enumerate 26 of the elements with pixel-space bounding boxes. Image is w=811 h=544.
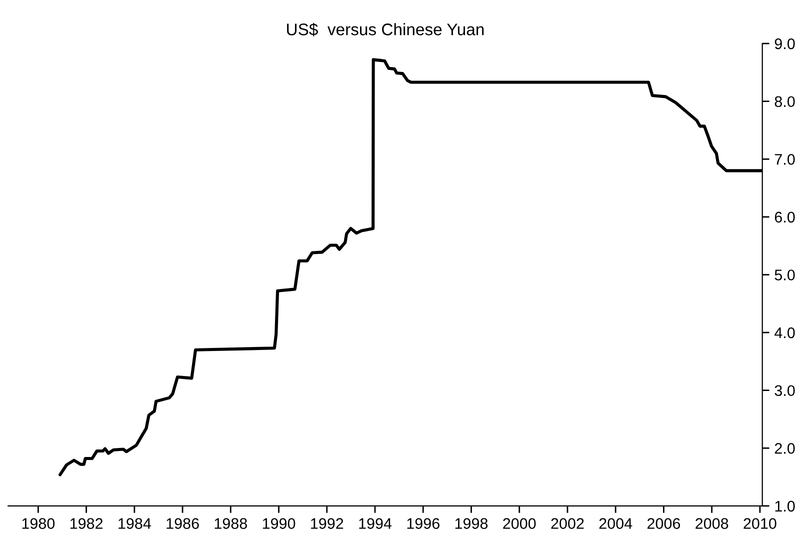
- x-tick-label: 2000: [503, 518, 536, 529]
- x-tick-label: 2006: [647, 518, 680, 529]
- x-tick-label: 2008: [696, 518, 728, 529]
- x-tick-label: 1990: [262, 518, 296, 529]
- chart-title: US$ versus Chinese Yuan: [287, 22, 484, 36]
- x-tick-label: 1988: [214, 518, 247, 529]
- y-tick-label: 5.0: [774, 270, 795, 280]
- x-tick-label: 1994: [359, 518, 392, 529]
- y-tick-label: 3.0: [774, 385, 795, 396]
- x-tick-label: 1982: [70, 518, 103, 529]
- x-tick-label: 2004: [599, 518, 632, 529]
- x-tick-label: 2002: [551, 518, 584, 529]
- x-tick-label: 1986: [166, 518, 199, 529]
- y-tick-label: 4.0: [774, 327, 795, 338]
- x-tick-label: 1980: [22, 518, 55, 529]
- y-tick-label: 1.0: [775, 500, 795, 512]
- y-tick-label: 9.0: [774, 38, 795, 50]
- x-tick-label: 1984: [118, 518, 151, 529]
- y-tick-label: 2.0: [774, 442, 795, 454]
- y-tick-label: 8.0: [774, 96, 795, 108]
- x-tick-label: 1998: [455, 518, 488, 529]
- x-tick-label: 1996: [407, 518, 440, 529]
- y-tick-label: 6.0: [774, 212, 795, 223]
- y-tick-label: 7.0: [774, 154, 795, 165]
- x-tick-label: 2010: [744, 518, 776, 529]
- x-tick-label: 1992: [311, 518, 344, 529]
